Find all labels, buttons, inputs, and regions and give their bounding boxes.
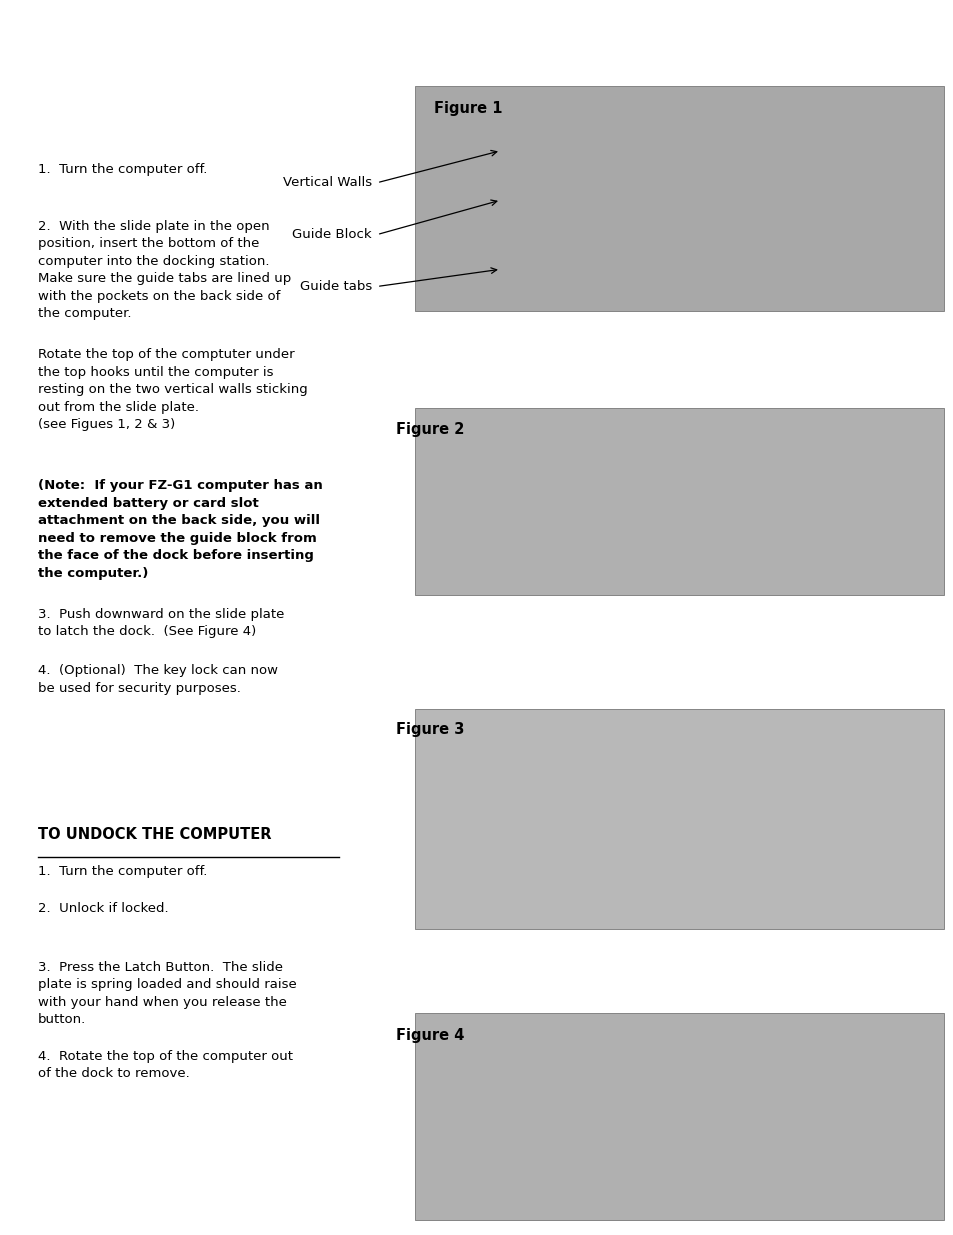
- Text: 2.  Unlock if locked.: 2. Unlock if locked.: [38, 902, 169, 915]
- FancyBboxPatch shape: [415, 1013, 943, 1220]
- FancyBboxPatch shape: [415, 408, 943, 595]
- Text: 1.  Turn the computer off.: 1. Turn the computer off.: [38, 864, 208, 878]
- Text: Figure 1: Figure 1: [434, 101, 502, 116]
- Text: Figure 2: Figure 2: [395, 422, 464, 437]
- Text: (Note:  If your FZ-G1 computer has an
extended battery or card slot
attachment o: (Note: If your FZ-G1 computer has an ext…: [38, 479, 322, 579]
- Text: 3.  Push downward on the slide plate
to latch the dock.  (See Figure 4): 3. Push downward on the slide plate to l…: [38, 608, 284, 638]
- Text: Guide tabs: Guide tabs: [299, 280, 372, 293]
- Text: Figure 4: Figure 4: [395, 1028, 464, 1042]
- Text: Rotate the top of the comptuter under
the top hooks until the computer is
restin: Rotate the top of the comptuter under th…: [38, 348, 308, 431]
- Text: Figure 3: Figure 3: [395, 722, 464, 737]
- FancyBboxPatch shape: [415, 86, 943, 311]
- FancyBboxPatch shape: [415, 709, 943, 929]
- Text: Vertical Walls: Vertical Walls: [283, 177, 372, 189]
- Text: 4.  Rotate the top of the computer out
of the dock to remove.: 4. Rotate the top of the computer out of…: [38, 1050, 293, 1081]
- Text: 3.  Press the Latch Button.  The slide
plate is spring loaded and should raise
w: 3. Press the Latch Button. The slide pla…: [38, 961, 296, 1026]
- Text: 2.  With the slide plate in the open
position, insert the bottom of the
computer: 2. With the slide plate in the open posi…: [38, 220, 291, 320]
- Text: 1.  Turn the computer off.: 1. Turn the computer off.: [38, 163, 208, 177]
- Text: TO UNDOCK THE COMPUTER: TO UNDOCK THE COMPUTER: [38, 827, 272, 842]
- Text: 4.  (Optional)  The key lock can now
be used for security purposes.: 4. (Optional) The key lock can now be us…: [38, 664, 278, 695]
- Text: Guide Block: Guide Block: [293, 228, 372, 241]
